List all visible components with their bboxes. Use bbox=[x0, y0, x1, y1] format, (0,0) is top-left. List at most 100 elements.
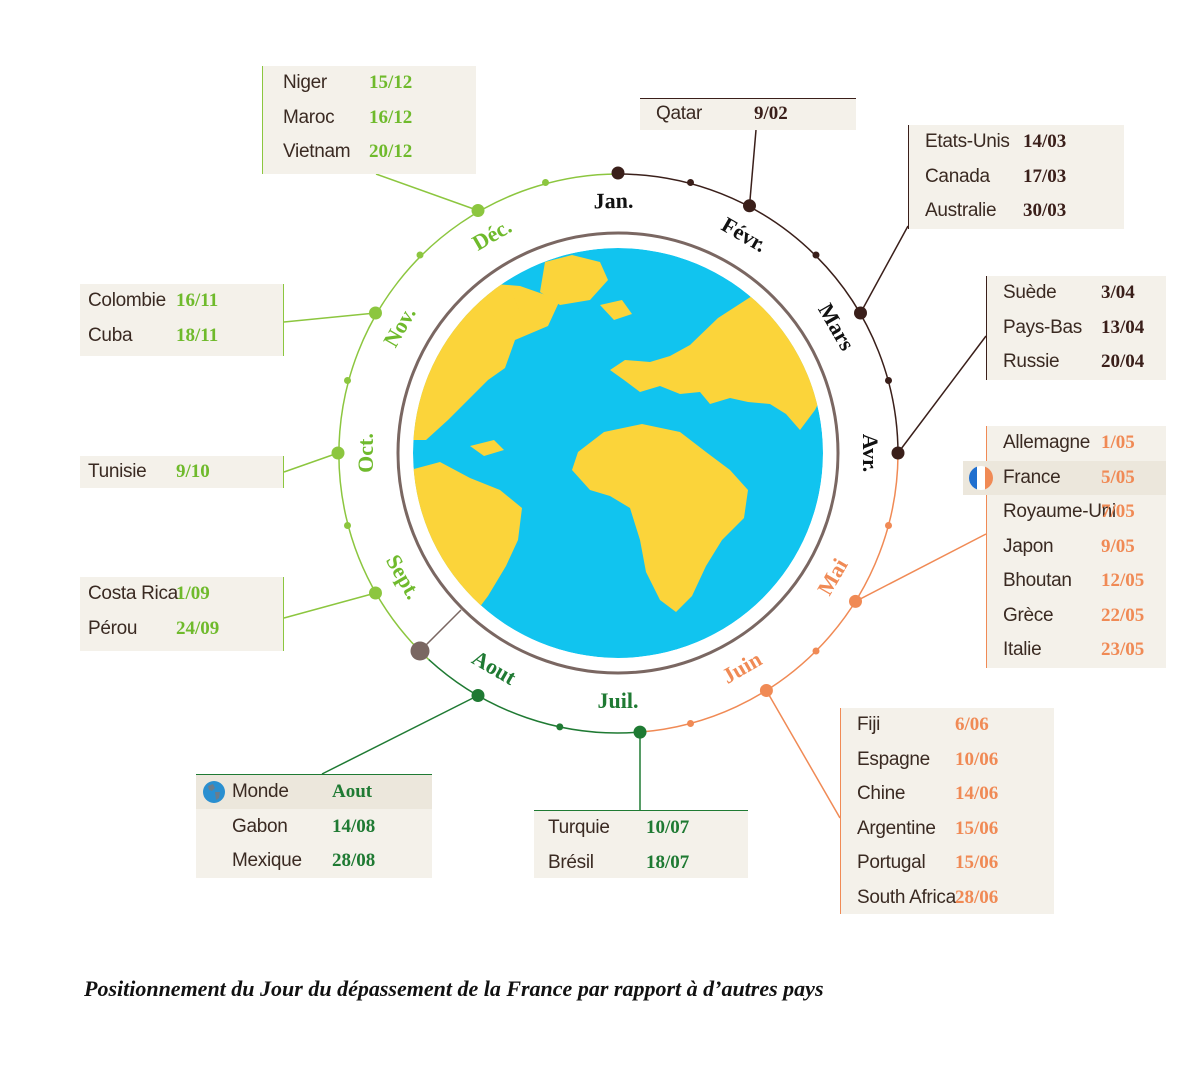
country-name: Australie bbox=[925, 200, 997, 221]
date-value: 1/09 bbox=[176, 583, 210, 604]
date-value: 28/08 bbox=[332, 850, 376, 871]
table-may: Allemagne 1/05 France 5/05 Royaume-Uni 7/05 Ja… bbox=[963, 426, 1166, 668]
ring-dot bbox=[849, 594, 862, 608]
land-caribbean bbox=[470, 440, 504, 456]
table-row: Japon 9/05 bbox=[987, 530, 1166, 564]
table-row: Fiji 6/06 bbox=[841, 708, 1054, 742]
table-row: Brésil 18/07 bbox=[534, 846, 748, 880]
date-value: 24/09 bbox=[176, 617, 220, 639]
ring-dot bbox=[854, 306, 867, 320]
connector-sep bbox=[283, 592, 376, 619]
ring-dot bbox=[471, 204, 485, 217]
ring-dot bbox=[891, 446, 905, 460]
table-row: Suède 3/04 bbox=[987, 276, 1166, 310]
country-name: Monde bbox=[232, 781, 289, 802]
ring-dot bbox=[743, 199, 756, 213]
country-name: Brésil bbox=[548, 851, 594, 873]
connector-jun bbox=[765, 690, 841, 819]
country-name: Allemagne bbox=[1003, 432, 1091, 453]
date-value: 9/02 bbox=[754, 103, 788, 124]
table-row: Maroc 16/12 bbox=[263, 101, 476, 135]
month-label: Juil. bbox=[598, 688, 639, 713]
month-label: Oct. bbox=[353, 433, 378, 473]
connector-aug-ring bbox=[419, 609, 462, 652]
month-label: Mars bbox=[813, 299, 860, 355]
ring-dot bbox=[633, 725, 647, 739]
table-aug: Monde Aout Gabon 14/08 Mexique 28/08 bbox=[196, 774, 432, 878]
land-north-island bbox=[482, 292, 520, 324]
date-value: 9/10 bbox=[176, 461, 210, 482]
date-value: 28/06 bbox=[955, 886, 999, 908]
land-iceland bbox=[600, 300, 632, 320]
country-name: Italie bbox=[1003, 639, 1042, 660]
country-name: Cuba bbox=[88, 324, 133, 346]
date-value: 15/06 bbox=[955, 852, 999, 873]
country-name: Suède bbox=[1003, 282, 1057, 303]
date-value: 30/03 bbox=[1023, 200, 1067, 221]
country-name: Etats-Unis bbox=[925, 131, 1010, 152]
table-feb: Qatar 9/02 bbox=[640, 98, 856, 130]
country-name: Mexique bbox=[232, 850, 302, 871]
date-value: 18/07 bbox=[646, 851, 690, 873]
month-label: Févr. bbox=[717, 212, 771, 257]
country-name: Pays-Bas bbox=[1003, 316, 1082, 338]
country-name: Tunisie bbox=[88, 461, 147, 482]
date-value: 16/12 bbox=[369, 106, 413, 128]
date-value: 12/05 bbox=[1101, 570, 1145, 591]
ring-dot bbox=[471, 689, 485, 702]
country-name: Colombie bbox=[88, 290, 166, 311]
country-name: Bhoutan bbox=[1003, 570, 1072, 591]
month-label: Juin bbox=[718, 646, 767, 688]
table-apr: Suède 3/04 Pays-Bas 13/04 Russie 20/04 bbox=[986, 276, 1166, 380]
table-row: Royaume-Uni 7/05 bbox=[987, 495, 1166, 529]
country-name: Royaume-Uni bbox=[1003, 501, 1116, 522]
table-row: Allemagne 1/05 bbox=[987, 426, 1166, 460]
connector-feb bbox=[748, 129, 757, 206]
date-value: 16/11 bbox=[176, 290, 219, 311]
country-name: France bbox=[1003, 466, 1061, 488]
date-value: 7/05 bbox=[1101, 501, 1135, 522]
table-row: Costa Rica 1/09 bbox=[80, 577, 283, 611]
date-value: 20/04 bbox=[1101, 351, 1145, 372]
table-dec: Niger 15/12 Maroc 16/12 Vietnam 20/12 bbox=[262, 66, 476, 174]
table-row: France 5/05 bbox=[963, 460, 1166, 495]
table-row: Qatar 9/02 bbox=[640, 97, 856, 131]
table-row: South Africa 28/06 bbox=[841, 881, 1054, 915]
table-row: Canada 17/03 bbox=[909, 160, 1124, 194]
ring-dot bbox=[812, 251, 820, 259]
table-jun: Fiji 6/06 Espagne 10/06 Chine 14/06 Argentine 1… bbox=[840, 708, 1054, 914]
table-row: Grèce 22/05 bbox=[987, 599, 1166, 633]
france-flag-icon bbox=[969, 465, 993, 490]
date-value: 6/06 bbox=[955, 714, 989, 735]
month-label: Mai bbox=[812, 554, 853, 599]
land-africa bbox=[572, 424, 748, 612]
date-value: 14/08 bbox=[332, 815, 376, 837]
connector-lines bbox=[283, 129, 987, 819]
country-name: Chine bbox=[857, 783, 906, 804]
table-mar: Etats-Unis 14/03 Canada 17/03 Australie 30/03 bbox=[908, 125, 1124, 229]
table-row: Australie 30/03 bbox=[909, 194, 1124, 228]
country-name: Canada bbox=[925, 165, 990, 187]
ring-dot bbox=[344, 522, 351, 529]
country-name: Qatar bbox=[656, 103, 703, 124]
country-name: Gabon bbox=[232, 815, 288, 837]
date-value: 10/06 bbox=[955, 748, 999, 770]
table-row: Italie 23/05 bbox=[987, 633, 1166, 667]
table-row: Etats-Unis 14/03 bbox=[909, 125, 1124, 159]
table-row: Bhoutan 12/05 bbox=[987, 564, 1166, 598]
table-row: Niger 15/12 bbox=[263, 66, 476, 100]
connector-mar bbox=[859, 225, 909, 314]
current-position-dot bbox=[410, 641, 430, 661]
country-name: Niger bbox=[283, 72, 327, 93]
ring-dot bbox=[542, 179, 549, 186]
table-row: Russie 20/04 bbox=[987, 345, 1166, 379]
date-value: 3/04 bbox=[1101, 282, 1135, 303]
month-label: Avr. bbox=[858, 434, 883, 473]
connector-apr bbox=[897, 335, 987, 454]
ring-dot bbox=[344, 377, 351, 384]
month-label: Nov. bbox=[378, 302, 421, 351]
date-value: 14/06 bbox=[955, 783, 999, 804]
table-oct: Tunisie 9/10 bbox=[80, 456, 284, 488]
connector-oct bbox=[283, 452, 339, 473]
